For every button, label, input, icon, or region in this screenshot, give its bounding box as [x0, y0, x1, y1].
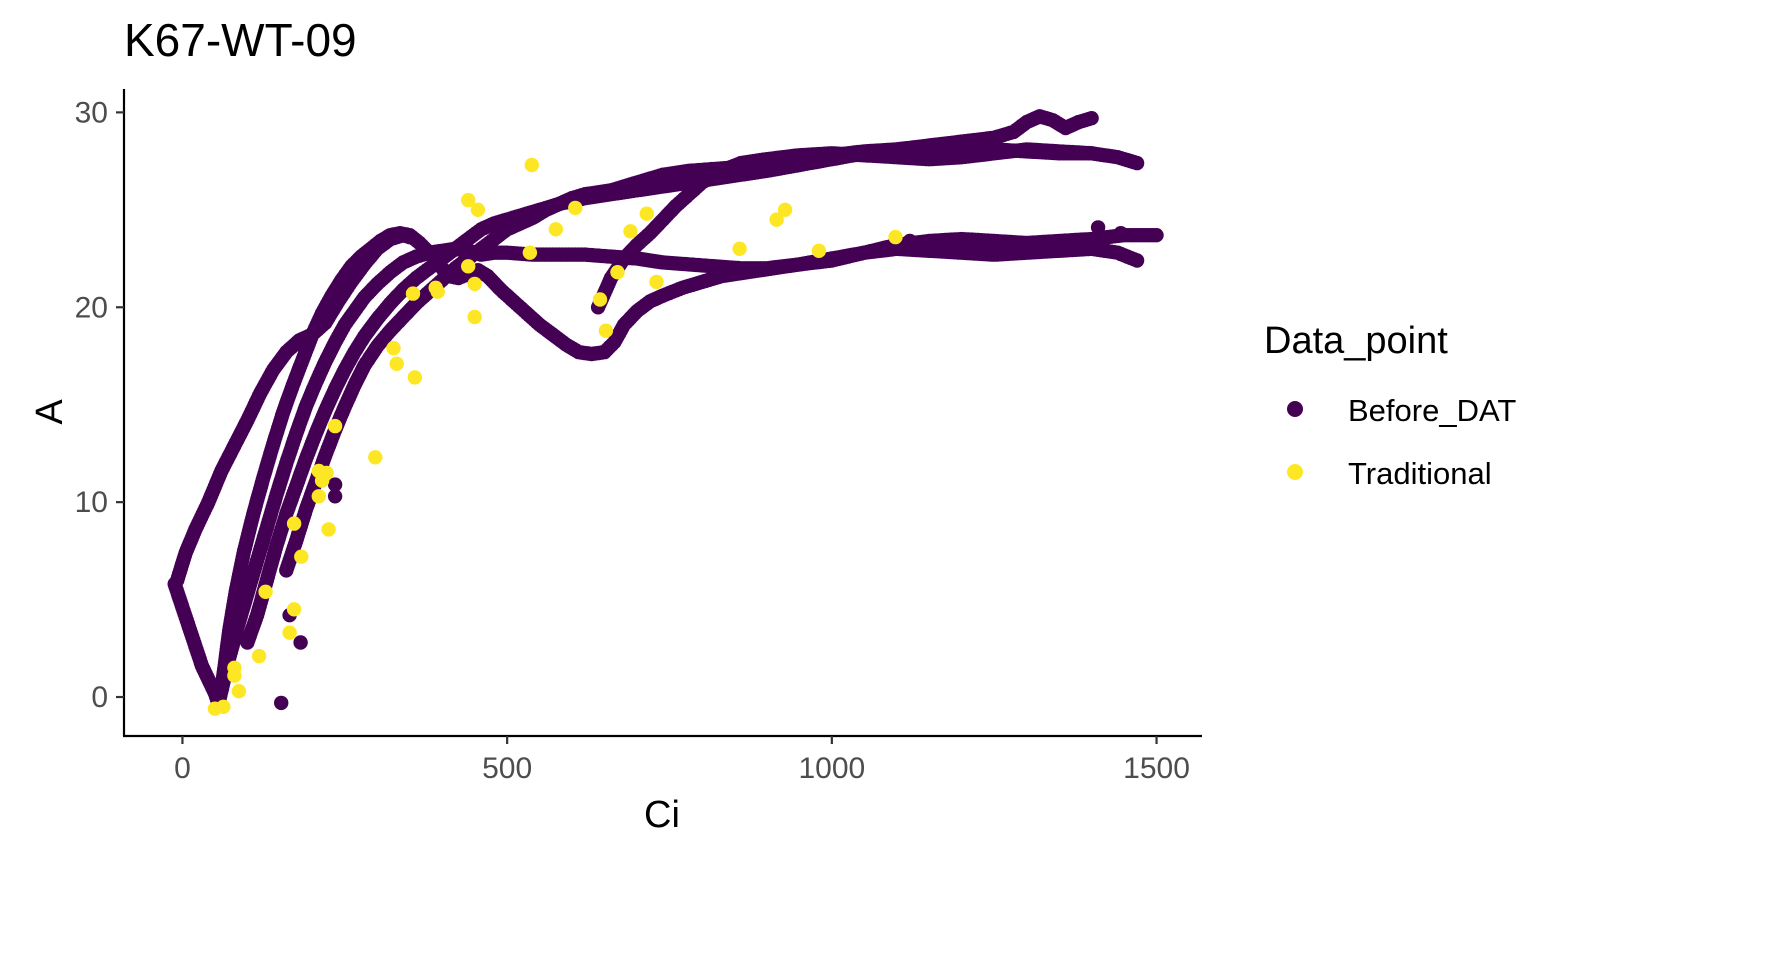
point-traditional	[649, 274, 664, 290]
point-traditional	[623, 224, 638, 239]
point-before-dat	[915, 239, 930, 255]
point-before-dat	[293, 635, 308, 650]
point-traditional	[470, 202, 486, 217]
legend-marker-before-dat	[1287, 401, 1303, 417]
point-traditional	[286, 602, 302, 617]
point-traditional	[294, 549, 309, 564]
point-traditional	[321, 522, 336, 537]
point-before-dat	[1129, 253, 1145, 268]
point-traditional	[405, 286, 421, 301]
point-traditional	[888, 229, 903, 245]
point-traditional	[407, 370, 423, 385]
x-tick-label: 1500	[1123, 752, 1190, 785]
x-tick-label: 1000	[798, 752, 865, 785]
point-traditional	[548, 222, 563, 237]
point-traditional	[467, 276, 482, 292]
point-before-dat	[327, 489, 343, 504]
point-traditional	[524, 157, 539, 173]
point-traditional	[467, 309, 482, 325]
point-before-dat	[327, 477, 343, 492]
point-traditional	[610, 265, 625, 280]
point-before-dat	[1149, 228, 1164, 243]
point-traditional	[592, 292, 608, 307]
point-before-dat	[1129, 155, 1145, 171]
legend-label-before-dat: Before_DAT	[1348, 393, 1516, 428]
y-tick-label: 0	[91, 681, 108, 714]
point-traditional	[568, 200, 583, 216]
legend-title: Data_point	[1264, 320, 1448, 362]
point-traditional	[461, 192, 476, 208]
chart-title: K67-WT-09	[124, 14, 357, 66]
point-traditional	[522, 245, 538, 260]
point-traditional	[769, 212, 784, 227]
point-traditional	[286, 516, 302, 531]
point-traditional	[216, 699, 231, 714]
legend-marker-traditional	[1287, 464, 1303, 480]
legend-label-traditional: Traditional	[1348, 456, 1492, 491]
point-traditional	[258, 584, 273, 599]
point-before-dat	[1084, 111, 1099, 126]
point-traditional	[368, 450, 383, 465]
y-tick-label: 10	[75, 486, 108, 519]
x-tick-label: 0	[174, 752, 191, 785]
point-traditional	[227, 660, 242, 675]
point-traditional	[389, 356, 404, 371]
point-traditional	[251, 648, 267, 664]
plot-points	[167, 109, 1164, 716]
point-traditional	[732, 241, 747, 256]
x-axis-ticks: 0 500 1000 1500	[174, 736, 1190, 785]
point-traditional	[461, 259, 476, 274]
legend: Data_point Before_DAT Traditional	[1264, 320, 1516, 491]
x-axis-title: Ci	[644, 794, 680, 836]
y-tick-label: 30	[75, 96, 108, 129]
point-traditional	[311, 489, 326, 504]
point-before-dat	[1090, 220, 1106, 235]
point-before-dat	[1113, 226, 1129, 241]
point-traditional	[231, 684, 247, 699]
point-traditional	[282, 625, 297, 640]
y-axis-title: A	[29, 399, 71, 425]
point-traditional	[777, 202, 793, 217]
point-traditional	[327, 418, 343, 434]
point-traditional	[430, 284, 445, 299]
point-before-dat	[274, 695, 289, 711]
point-traditional	[598, 323, 614, 338]
y-axis-ticks: 0 10 20 30	[75, 96, 124, 714]
point-traditional	[639, 206, 654, 221]
point-traditional	[811, 243, 827, 258]
point-before-dat	[902, 233, 917, 249]
x-tick-label: 500	[482, 752, 532, 785]
point-before-dat	[1084, 146, 1099, 161]
point-traditional	[386, 341, 401, 356]
y-tick-label: 20	[75, 291, 108, 324]
point-before-dat	[402, 229, 417, 245]
point-traditional	[319, 465, 334, 481]
